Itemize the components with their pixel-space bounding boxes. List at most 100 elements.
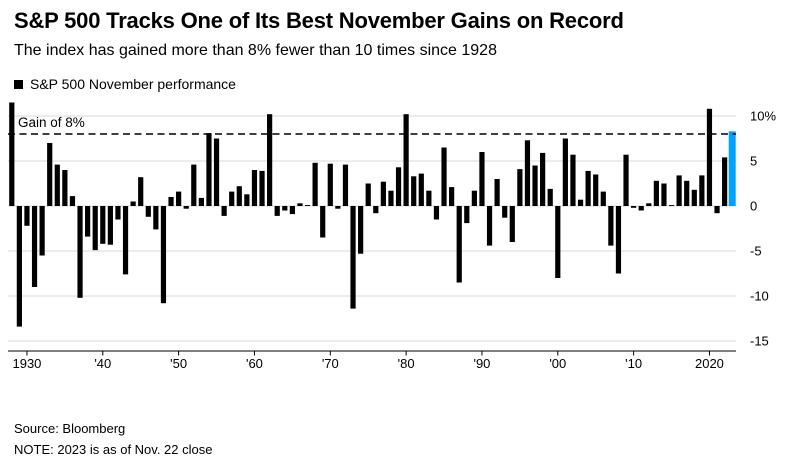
bar-1960	[251, 170, 258, 206]
bar-1982	[418, 173, 424, 206]
bar-1997	[532, 165, 538, 206]
bar-1983	[426, 190, 432, 206]
bar-1953	[198, 197, 204, 206]
legend-label: S&P 500 November performance	[30, 76, 236, 92]
bar-2013	[653, 180, 659, 206]
bar-2007	[608, 206, 614, 246]
bar-1969	[320, 206, 326, 238]
y-tick-label: 10%	[750, 109, 776, 124]
y-tick-label: -5	[750, 244, 762, 259]
bar-1971	[335, 206, 341, 209]
bar-1996	[524, 140, 531, 206]
bar-1943	[122, 206, 129, 275]
chart-title: S&P 500 Tracks One of Its Best November …	[14, 8, 624, 33]
bar-1931	[31, 206, 38, 287]
x-tick-label: '00	[549, 356, 566, 371]
bar-1988	[464, 206, 470, 224]
bar-1992	[494, 179, 500, 206]
chart-subtitle: The index has gained more than 8% fewer …	[14, 42, 497, 59]
bar-2011	[638, 206, 644, 211]
bar-1942	[115, 206, 121, 220]
y-tick-label: 0	[750, 199, 757, 214]
bar-1930	[24, 206, 30, 226]
x-tick-label: 1930	[12, 356, 41, 371]
bar-1968	[312, 162, 318, 206]
bar-1987	[456, 206, 462, 283]
x-tick-label: '60	[246, 356, 263, 371]
bar-2018	[691, 189, 697, 206]
bar-1965	[289, 206, 295, 215]
bar-chart: 10% 5 0 -5 -10 -15 Gain of 8% 1930 '40 '50 '60 '70 '…	[0, 96, 797, 374]
bar-1966	[297, 203, 303, 206]
bar-2015	[668, 205, 675, 206]
bar-1984	[433, 206, 440, 220]
bar-1949	[168, 197, 174, 206]
bar-1962	[267, 114, 273, 206]
bar-1994	[509, 206, 515, 242]
x-tick-label: '90	[473, 356, 490, 371]
bar-1974	[358, 206, 364, 254]
bar-1948	[160, 206, 167, 304]
bar-1933	[47, 143, 53, 206]
bar-1993	[502, 206, 508, 218]
bar-1952	[191, 164, 197, 206]
bar-2009	[623, 154, 629, 206]
bar-2002	[570, 154, 576, 206]
bar-1964	[282, 206, 288, 211]
bar-1955	[213, 138, 220, 206]
bar-1972	[342, 164, 349, 206]
bar-2022	[722, 157, 728, 206]
bar-1985	[441, 147, 447, 206]
bar-1934	[54, 164, 60, 206]
y-tick-label: -10	[750, 289, 769, 304]
x-tick-label: '10	[625, 356, 642, 371]
bar-1975	[365, 183, 371, 206]
x-tick-label: 2020	[695, 356, 724, 371]
bar-1957	[229, 191, 235, 206]
bar-2014	[661, 183, 667, 206]
bar-1928	[9, 102, 15, 206]
bar-1951	[183, 206, 189, 209]
chart-footer: Source: Bloomberg NOTE: 2023 is as of No…	[14, 418, 212, 460]
bar-1999	[547, 188, 553, 206]
note-text: NOTE: 2023 is as of Nov. 22 close	[14, 442, 213, 457]
bar-1970	[327, 163, 333, 206]
x-tick-label: '70	[322, 356, 339, 371]
bar-1967	[304, 205, 311, 206]
bar-1977	[380, 181, 386, 206]
bar-1950	[176, 191, 182, 206]
bar-2010	[631, 206, 637, 208]
bar-2003	[577, 199, 584, 206]
bar-2017	[684, 180, 690, 206]
y-tick-label: 5	[750, 154, 757, 169]
y-tick-label: -15	[750, 334, 769, 349]
bar-1940	[100, 206, 106, 244]
bar-1995	[517, 169, 523, 206]
bar-1979	[395, 167, 402, 206]
bar-1945	[138, 177, 144, 206]
bar-1956	[221, 206, 227, 216]
bar-2006	[600, 191, 606, 206]
bar-1946	[145, 206, 151, 217]
bar-1941	[107, 206, 113, 245]
legend-swatch-icon	[14, 79, 23, 89]
bar-2023-highlight	[728, 131, 736, 206]
bar-2021	[714, 206, 720, 214]
bar-1980	[403, 114, 409, 206]
bar-2012	[646, 203, 652, 206]
bar-1990	[479, 152, 485, 206]
bar-1991	[486, 206, 493, 246]
bar-2008	[615, 206, 622, 274]
bar-1936	[69, 196, 76, 206]
bar-1932	[39, 206, 45, 256]
bar-1935	[62, 170, 68, 206]
bar-1963	[274, 206, 280, 216]
bar-2004	[585, 170, 591, 206]
bar-1944	[130, 201, 136, 206]
source-text: Source: Bloomberg	[14, 421, 126, 436]
gain-annotation-label: Gain of 8%	[18, 115, 85, 130]
bar-1989	[471, 190, 477, 206]
bar-1954	[206, 133, 212, 206]
bar-2001	[562, 138, 568, 206]
bar-1937	[77, 206, 83, 298]
